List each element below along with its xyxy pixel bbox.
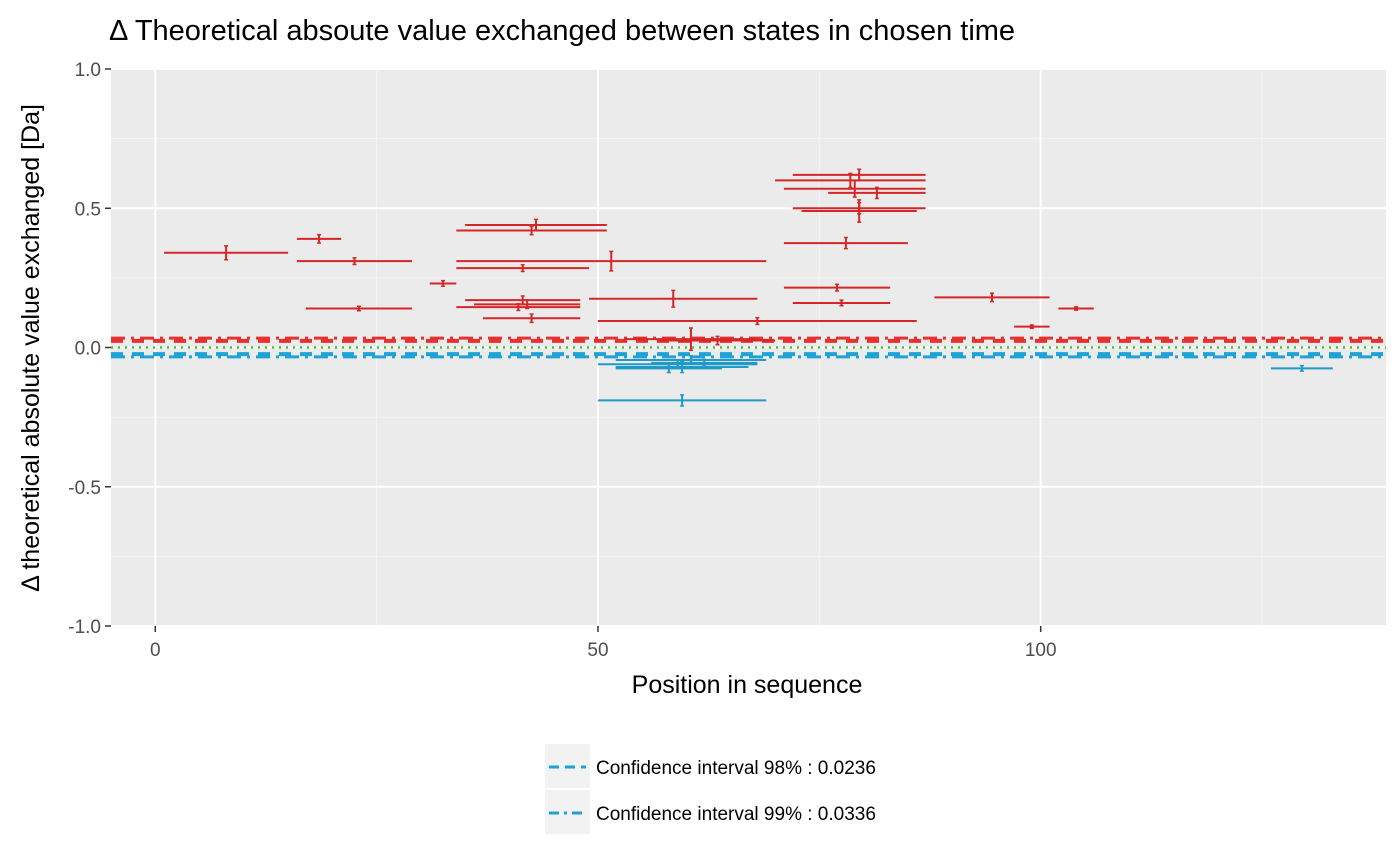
peptide-mark [597, 394, 767, 407]
peptide-mark [624, 327, 758, 352]
peptide-mark [456, 250, 767, 272]
legend-label: Confidence interval 99% : 0.0336 [596, 804, 876, 825]
peptide-mark [429, 279, 457, 287]
axis-ticks: 0 50 100 -1.0 -0.5 0.0 0.5 1.0 [68, 60, 1056, 661]
x-tick-label: 0 [150, 640, 161, 661]
peptide-mark [651, 358, 758, 367]
peptide-mark [792, 168, 926, 182]
legend-label: Confidence interval 98% : 0.0236 [596, 758, 876, 779]
peptide-mark [597, 316, 917, 326]
peptide-mark [615, 363, 722, 374]
peptide-mark [1014, 324, 1050, 330]
peptide-mark [456, 264, 590, 273]
peptide-mark [296, 257, 413, 266]
x-tick-label: 100 [1025, 640, 1057, 661]
y-tick-label: -1.0 [68, 617, 101, 638]
peptide-mark [589, 289, 758, 308]
y-tick-label: 1.0 [75, 60, 101, 81]
peptide-mark [1058, 306, 1094, 311]
peptide-mark [792, 299, 891, 307]
y-tick-label: 0.5 [75, 199, 101, 220]
chart-title: Δ Theoretical absoute value exchanged be… [109, 15, 1015, 47]
peptide-mark [465, 218, 607, 232]
peptide-mark [164, 245, 289, 261]
peptide-mark [783, 236, 908, 250]
peptide-mark [1270, 364, 1333, 372]
y-axis-title: Δ theoretical absolute value exchanged [… [17, 104, 45, 592]
y-tick-label: -0.5 [68, 478, 101, 499]
y-tick-label: 0.0 [75, 339, 101, 360]
major-gridlines [111, 68, 1386, 627]
peptide-mark [801, 199, 917, 223]
peptide-mark [296, 233, 342, 244]
peptide-mark [783, 283, 891, 292]
peptide-mark [775, 172, 926, 189]
peptide-mark [305, 305, 413, 312]
x-axis-title: Position in sequence [632, 671, 863, 699]
peptide-mark [659, 335, 776, 346]
peptide-mark [482, 313, 581, 324]
x-tick-label: 50 [587, 640, 608, 661]
peptide-mark [783, 179, 926, 198]
data-marks [164, 168, 1333, 407]
peptide-mark [828, 186, 926, 200]
legend: Confidence interval 98% : 0.0236 Confiden… [545, 744, 876, 834]
peptide-mark [474, 299, 581, 310]
peptide-mark [934, 292, 1050, 303]
peptide-mark [456, 225, 607, 236]
